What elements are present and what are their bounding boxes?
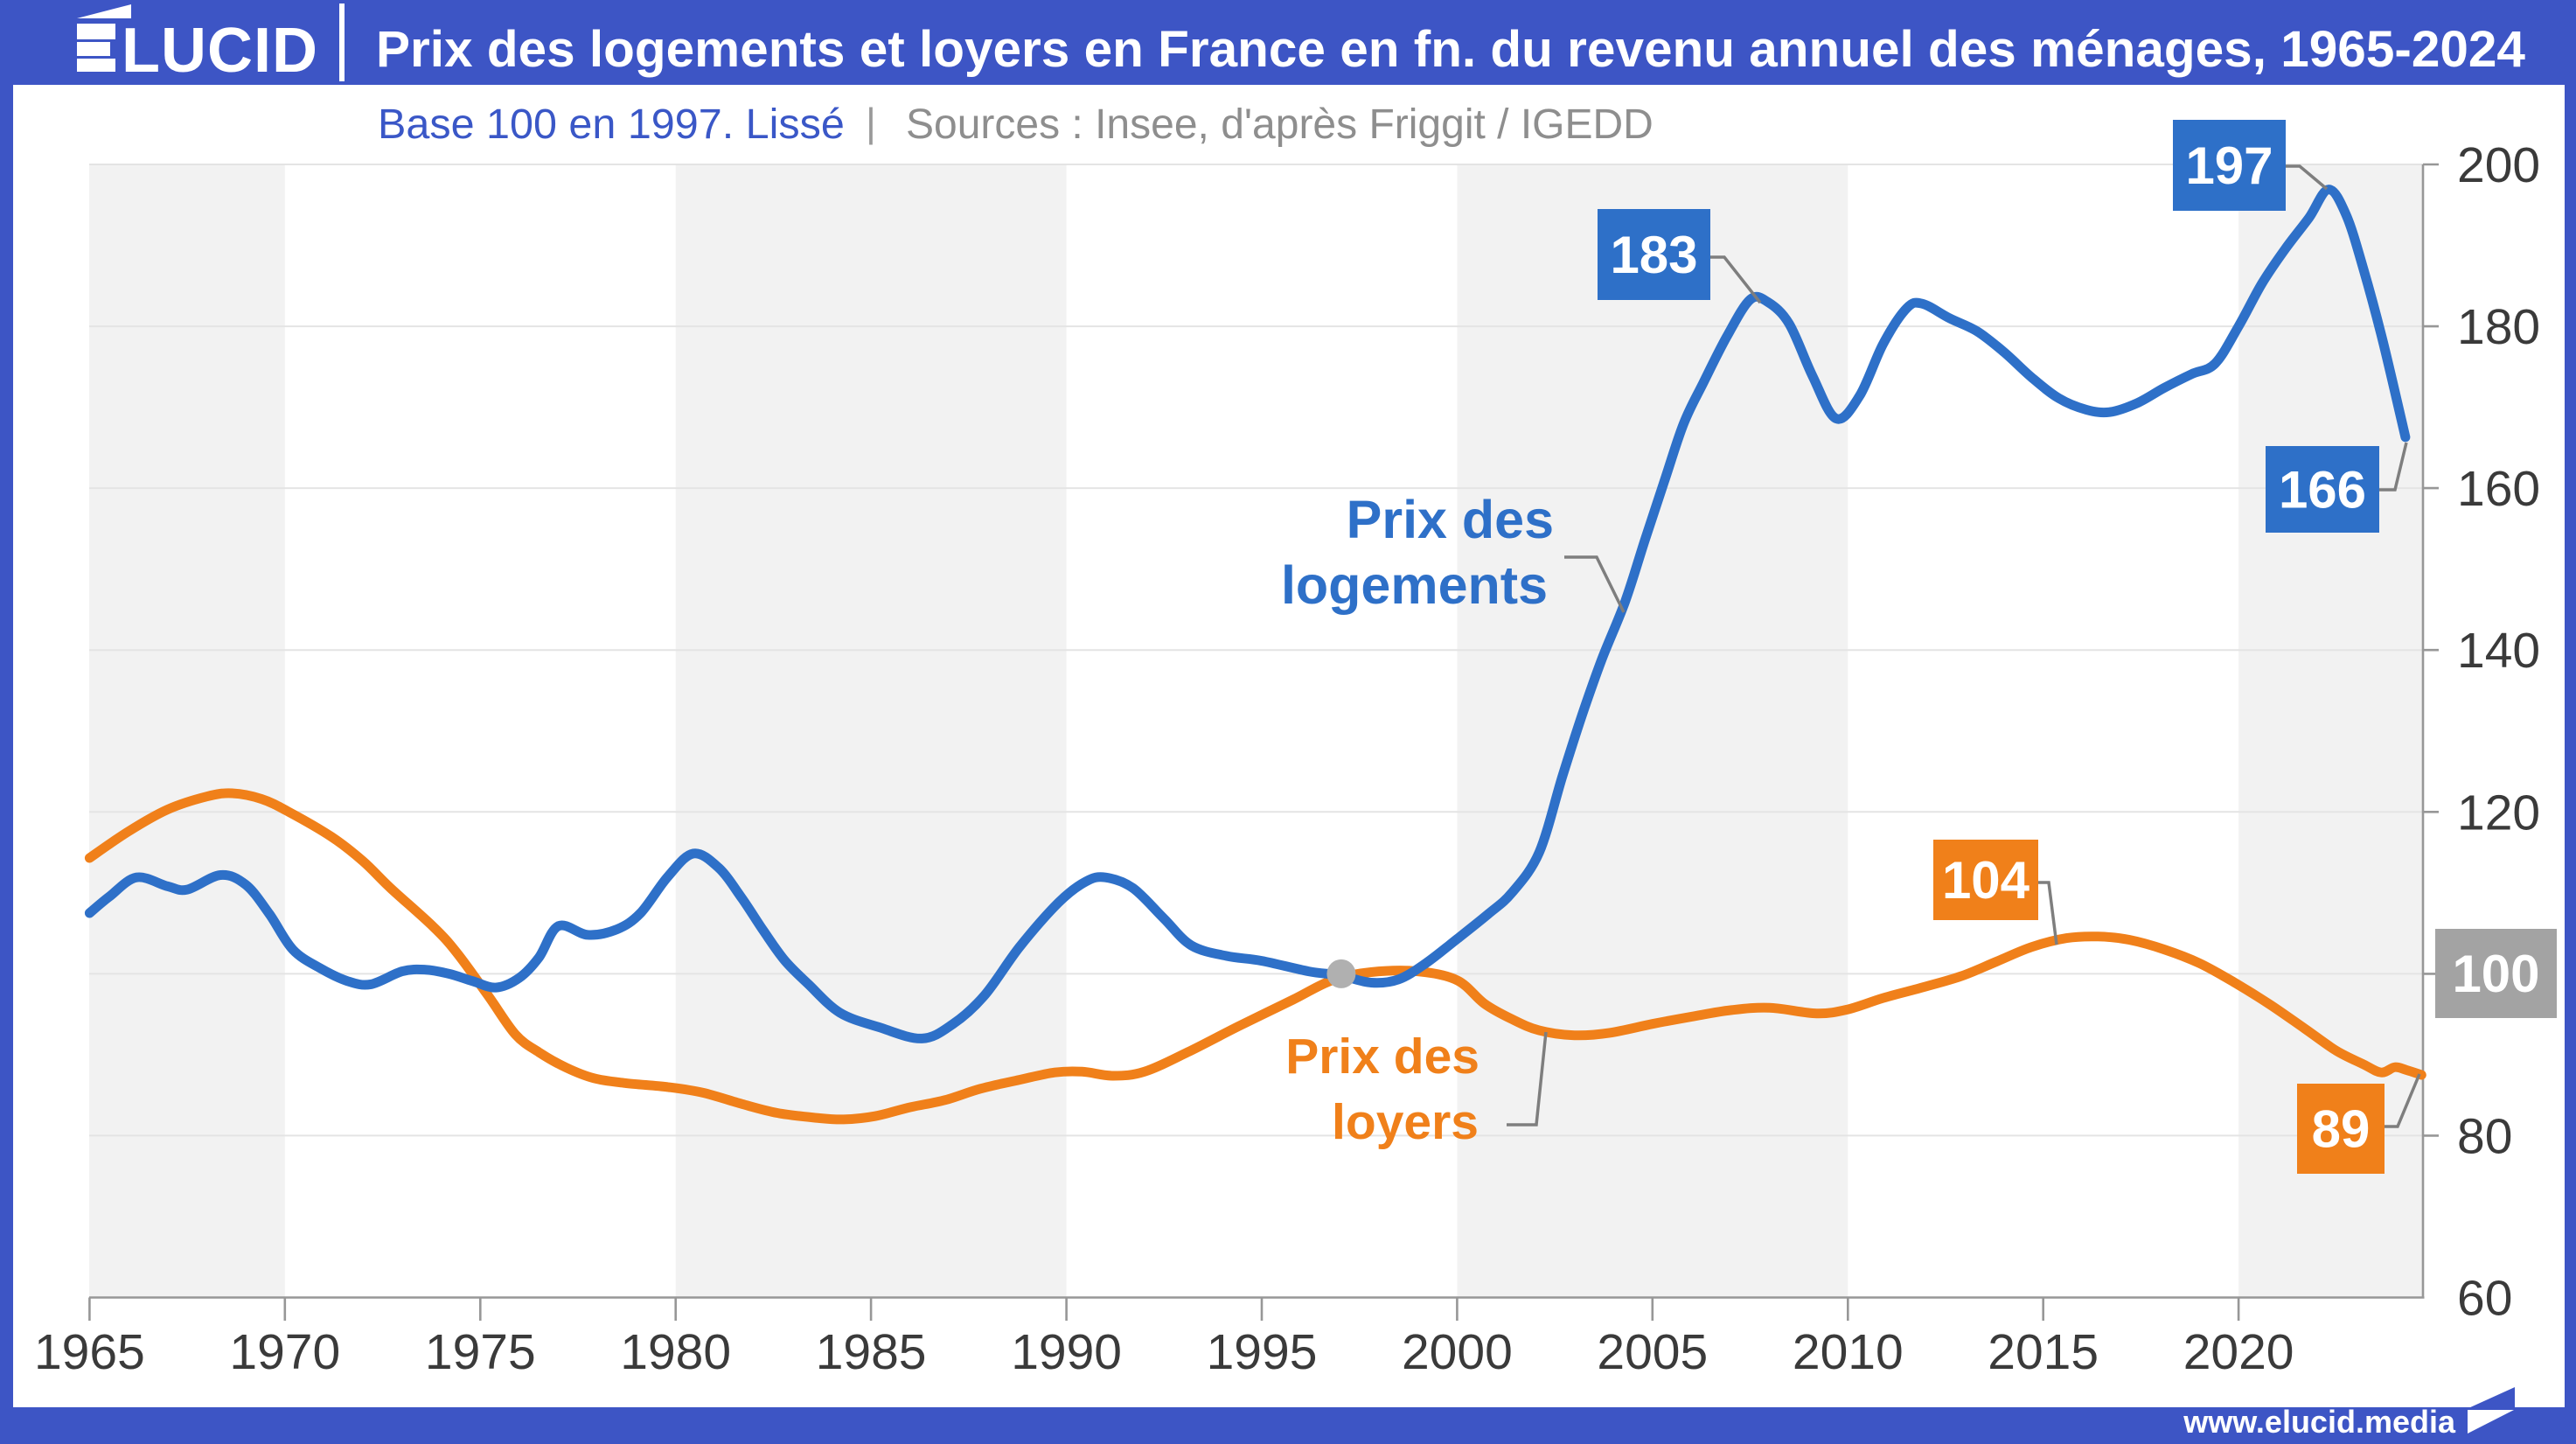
svg-text:180: 180 xyxy=(2457,299,2540,355)
svg-text:Base 100 en 1997. Lissé: Base 100 en 1997. Lissé xyxy=(378,101,845,148)
svg-text:2000: 2000 xyxy=(1402,1324,1513,1380)
svg-text:1995: 1995 xyxy=(1207,1324,1318,1380)
svg-text:60: 60 xyxy=(2457,1271,2512,1327)
svg-text:2010: 2010 xyxy=(1793,1324,1904,1380)
svg-text:140: 140 xyxy=(2457,623,2540,679)
svg-text:120: 120 xyxy=(2457,785,2540,841)
svg-text:Prix des: Prix des xyxy=(1347,490,1554,549)
svg-text:89: 89 xyxy=(2312,1100,2371,1159)
svg-text:197: 197 xyxy=(2185,136,2273,195)
svg-text:1965: 1965 xyxy=(34,1324,145,1380)
svg-text:1975: 1975 xyxy=(425,1324,536,1380)
svg-text:166: 166 xyxy=(2279,461,2366,520)
svg-text:www.elucid.media: www.elucid.media xyxy=(2183,1404,2456,1440)
svg-text:Sources : Insee, d'après Frigg: Sources : Insee, d'après Friggit / IGEDD xyxy=(906,101,1654,148)
svg-text:160: 160 xyxy=(2457,461,2540,517)
svg-text:logements: logements xyxy=(1281,555,1548,615)
svg-text:1980: 1980 xyxy=(620,1324,731,1380)
svg-text:100: 100 xyxy=(2452,945,2539,1003)
svg-text:2020: 2020 xyxy=(2183,1324,2294,1380)
svg-text:loyers: loyers xyxy=(1332,1094,1479,1150)
svg-text:2005: 2005 xyxy=(1597,1324,1708,1380)
svg-text:104: 104 xyxy=(1942,851,2030,910)
svg-text:183: 183 xyxy=(1610,226,1697,284)
svg-text:1990: 1990 xyxy=(1011,1324,1122,1380)
svg-text:80: 80 xyxy=(2457,1108,2512,1164)
svg-text:2015: 2015 xyxy=(1988,1324,2099,1380)
svg-text:Prix des logements et loyers e: Prix des logements et loyers en France e… xyxy=(376,21,2525,78)
svg-text:200: 200 xyxy=(2457,137,2540,193)
svg-text:1970: 1970 xyxy=(229,1324,340,1380)
svg-text:Prix des: Prix des xyxy=(1285,1029,1479,1085)
svg-text:|: | xyxy=(866,100,876,145)
svg-text:1985: 1985 xyxy=(816,1324,927,1380)
svg-text:LUCID: LUCID xyxy=(122,16,318,86)
